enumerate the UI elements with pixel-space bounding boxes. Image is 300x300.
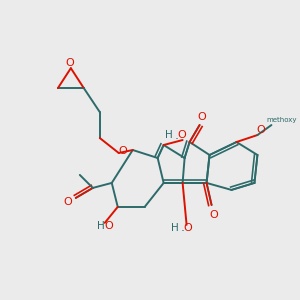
- Text: O: O: [183, 223, 192, 233]
- Text: O: O: [65, 58, 74, 68]
- Text: H: H: [171, 223, 178, 233]
- Text: O: O: [118, 146, 127, 156]
- Text: .: .: [175, 128, 178, 142]
- Text: O: O: [64, 197, 72, 207]
- Text: O: O: [177, 130, 186, 140]
- Text: H: H: [165, 130, 172, 140]
- Text: O: O: [104, 221, 113, 231]
- Text: methoxy: methoxy: [266, 117, 297, 123]
- Text: O: O: [209, 210, 218, 220]
- Text: H: H: [97, 221, 105, 231]
- Text: O: O: [197, 112, 206, 122]
- Text: O: O: [256, 125, 265, 135]
- Text: .: .: [181, 221, 184, 234]
